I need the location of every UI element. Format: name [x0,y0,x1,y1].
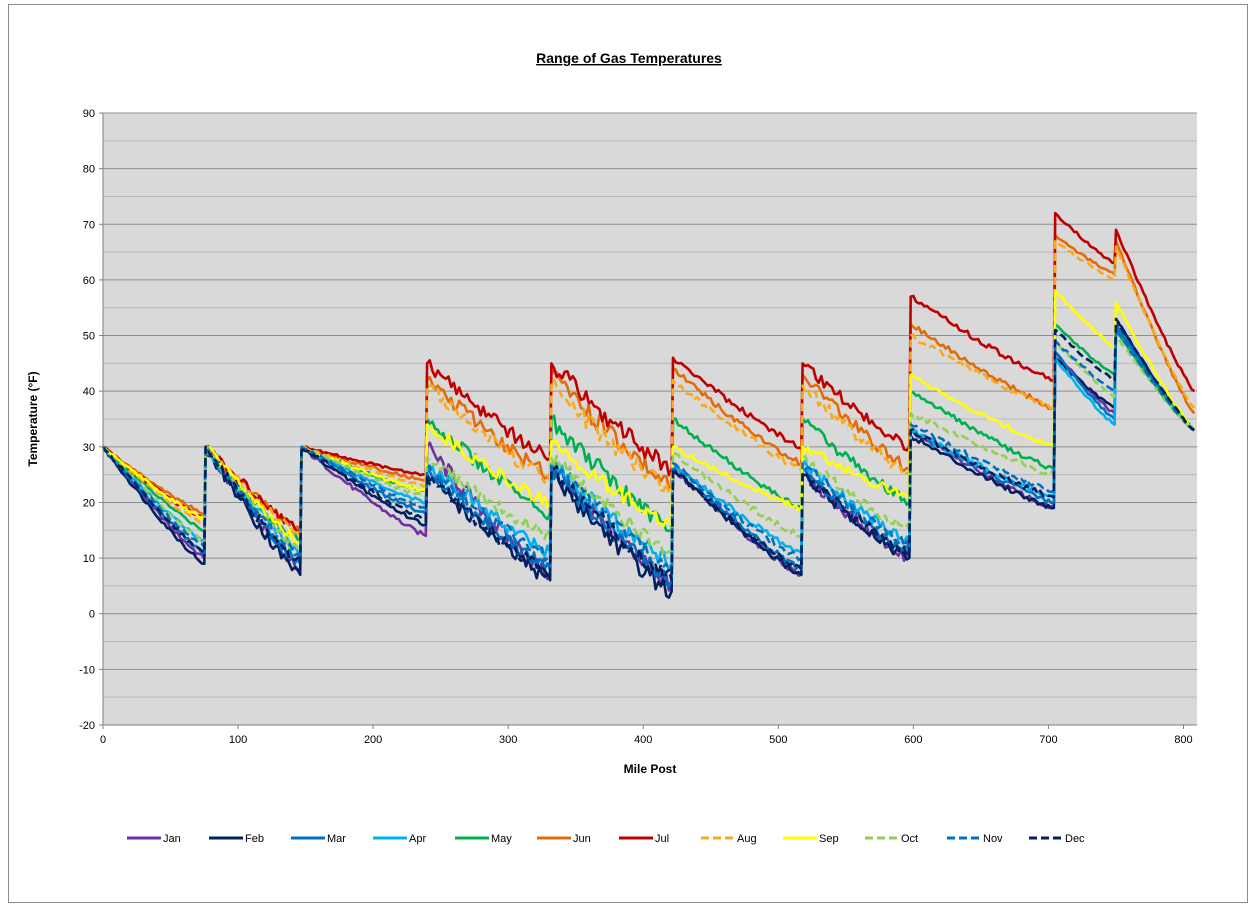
legend-label-sep: Sep [819,833,839,845]
x-tick-label: 400 [634,734,652,746]
legend-label-jan: Jan [163,833,181,845]
legend-label-mar: Mar [327,833,346,845]
y-tick-label: 10 [83,553,95,565]
legend-label-dec: Dec [1065,833,1085,845]
x-tick-label: 200 [364,734,382,746]
chart-frame: Range of Gas Temperatures Mile Post Temp… [8,4,1248,903]
y-tick-label: 20 [83,497,95,509]
axes [102,113,1197,726]
legend-label-may: May [491,833,512,845]
legend-label-jun: Jun [573,833,591,845]
series-line-feb [102,317,1195,599]
series-line-nov [101,328,1196,572]
x-tick-label: 600 [904,734,922,746]
x-tick-label: 500 [769,734,787,746]
legend-label-jul: Jul [655,833,669,845]
gridlines [103,112,1197,726]
legend: Jan Feb Mar Apr May Jun Jul Aug Sep Oct Nov Dec [127,833,1085,845]
legend-label-aug: Aug [737,833,757,845]
legend-label-nov: Nov [983,833,1003,845]
y-tick-label: 90 [83,108,95,120]
y-tick-label: -10 [79,664,95,676]
plot-area-group [101,112,1197,726]
x-tick-label: 700 [1039,734,1057,746]
x-axis-title: Mile Post [624,762,677,776]
legend-label-feb: Feb [245,833,264,845]
y-tick-label: 40 [83,386,95,398]
y-tick-label: -20 [79,720,95,732]
series-line-mar [102,323,1195,588]
y-tick-label: 80 [83,164,95,176]
chart-title: Range of Gas Temperatures [536,50,722,66]
x-tick-label: 300 [499,734,517,746]
x-tick-label: 0 [100,734,106,746]
y-tick-label: 30 [83,442,95,454]
x-tick-labels: 0 100 200 300 400 500 600 700 800 [100,725,1193,746]
x-tick-label: 800 [1174,734,1192,746]
y-axis-title: Temperature (°F) [26,371,40,466]
y-tick-label: 50 [83,331,95,343]
series-lines [101,211,1196,599]
legend-label-apr: Apr [409,833,426,845]
series-line-dec [101,317,1195,586]
series-line-jun [102,234,1196,532]
y-tick-label: 0 [89,609,95,621]
legend-label-oct: Oct [901,833,918,845]
chart-canvas: Range of Gas Temperatures Mile Post Temp… [26,50,1197,845]
y-tick-label: 60 [83,275,95,287]
series-line-oct [102,334,1196,557]
series-line-aug [102,239,1196,538]
x-tick-label: 100 [229,734,247,746]
y-tick-labels: -20 -10 0 10 20 30 40 50 60 70 80 90 [79,108,103,732]
y-tick-label: 70 [83,219,95,231]
series-line-sep [102,289,1196,545]
